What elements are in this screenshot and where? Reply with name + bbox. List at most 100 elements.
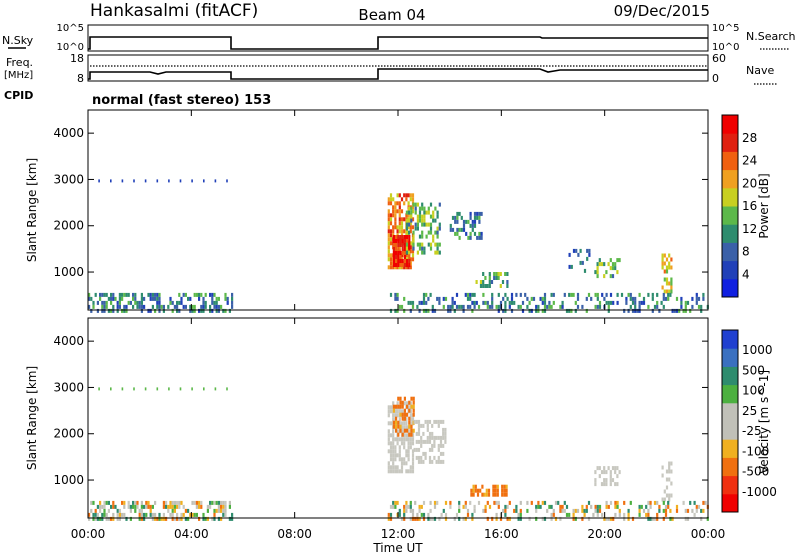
power-cell bbox=[414, 222, 417, 227]
power-cell bbox=[405, 242, 408, 247]
velocity-cell bbox=[422, 439, 425, 444]
velocity-cell bbox=[442, 435, 445, 440]
power-cell bbox=[482, 292, 485, 297]
velocity-ylabel: Slant Range [km] bbox=[25, 366, 39, 470]
power-cell bbox=[499, 272, 502, 276]
velocity-cell bbox=[477, 500, 481, 505]
velocity-cell bbox=[631, 516, 635, 521]
colorbar-tick-label: -25 bbox=[742, 424, 762, 438]
y-tick-label: 2000 bbox=[53, 427, 84, 441]
power-cell bbox=[405, 222, 408, 227]
velocity-cell bbox=[535, 504, 538, 509]
power-cell bbox=[605, 270, 608, 275]
velocity-cell bbox=[442, 419, 445, 424]
velocity-cell bbox=[136, 500, 139, 505]
power-cell bbox=[541, 296, 544, 301]
velocity-cell bbox=[413, 447, 416, 452]
power-cell bbox=[403, 265, 406, 270]
power-cell bbox=[497, 308, 500, 313]
power-cell bbox=[96, 308, 99, 313]
power-cell bbox=[387, 249, 390, 254]
power-cell bbox=[200, 304, 203, 309]
velocity-cell bbox=[605, 482, 608, 487]
power-cell bbox=[506, 284, 509, 288]
power-cell bbox=[466, 296, 470, 301]
power-cell bbox=[480, 235, 483, 240]
velocity-cell bbox=[407, 449, 410, 454]
power-cell bbox=[121, 296, 124, 301]
velocity-cell bbox=[387, 512, 390, 517]
power-cell bbox=[399, 239, 402, 243]
velocity-cell bbox=[397, 424, 400, 429]
velocity-cell bbox=[400, 457, 404, 462]
power-cell bbox=[409, 265, 412, 270]
velocity-cell bbox=[614, 512, 617, 517]
power-cell bbox=[162, 308, 165, 313]
velocity-cell bbox=[418, 508, 421, 513]
velocity-cell bbox=[399, 404, 402, 409]
velocity-cell bbox=[389, 504, 393, 509]
power-cell bbox=[515, 292, 518, 297]
power-cell bbox=[449, 308, 452, 313]
velocity-cell bbox=[387, 461, 390, 466]
power-cell bbox=[671, 308, 674, 313]
power-cell bbox=[495, 276, 498, 280]
power-cell bbox=[455, 304, 459, 309]
power-cell bbox=[410, 218, 413, 223]
power-cell bbox=[396, 265, 399, 270]
power-cell bbox=[438, 242, 441, 247]
velocity-cell bbox=[171, 500, 174, 505]
velocity-cell bbox=[397, 396, 400, 401]
velocity-cell bbox=[416, 516, 419, 521]
velocity-cell bbox=[413, 419, 416, 424]
velocity-cell bbox=[647, 500, 650, 505]
power-cell bbox=[414, 206, 417, 211]
velocity-cell bbox=[623, 512, 626, 517]
velocity-cell bbox=[653, 516, 657, 521]
velocity-cell bbox=[409, 409, 412, 414]
power-cell bbox=[451, 296, 454, 301]
power-cell bbox=[488, 276, 491, 280]
power-cell bbox=[661, 253, 664, 258]
velocity-cell bbox=[399, 400, 402, 405]
velocity-cell bbox=[213, 512, 216, 517]
power-cell bbox=[620, 292, 624, 297]
power-cell bbox=[409, 257, 412, 262]
velocity-cell bbox=[397, 420, 400, 425]
power-cell bbox=[623, 308, 626, 313]
power-cell bbox=[669, 292, 672, 297]
velocity-cell bbox=[581, 508, 584, 513]
velocity-cell bbox=[431, 435, 434, 440]
power-cell bbox=[458, 227, 461, 232]
range-gate-mark bbox=[110, 179, 112, 183]
power-cell bbox=[438, 222, 441, 227]
power-cell bbox=[638, 304, 641, 309]
power-cell bbox=[546, 304, 549, 309]
velocity-cell bbox=[400, 409, 404, 414]
power-cell bbox=[403, 255, 406, 259]
power-cell bbox=[400, 209, 404, 214]
power-cell bbox=[398, 193, 401, 198]
power-cell bbox=[680, 304, 683, 309]
power-cell bbox=[510, 292, 514, 297]
velocity-cell bbox=[213, 516, 216, 521]
velocity-cell bbox=[638, 512, 641, 517]
velocity-cell bbox=[519, 512, 522, 517]
power-cell bbox=[521, 308, 525, 313]
power-cell bbox=[224, 292, 227, 297]
power-cell bbox=[397, 263, 400, 267]
power-cell bbox=[478, 211, 481, 216]
power-cell bbox=[387, 217, 390, 222]
velocity-cell bbox=[464, 516, 467, 521]
velocity-cell bbox=[387, 405, 390, 410]
velocity-cell bbox=[670, 481, 673, 486]
velocity-cell bbox=[420, 435, 423, 440]
velocity-cell bbox=[603, 466, 606, 471]
velocity-cell bbox=[224, 508, 227, 513]
power-cell bbox=[418, 234, 422, 239]
colorbar-tick-label: 4 bbox=[742, 267, 750, 281]
velocity-cell bbox=[431, 431, 434, 436]
power-cell bbox=[493, 272, 496, 276]
power-cell bbox=[453, 308, 456, 313]
velocity-cell bbox=[528, 516, 531, 521]
